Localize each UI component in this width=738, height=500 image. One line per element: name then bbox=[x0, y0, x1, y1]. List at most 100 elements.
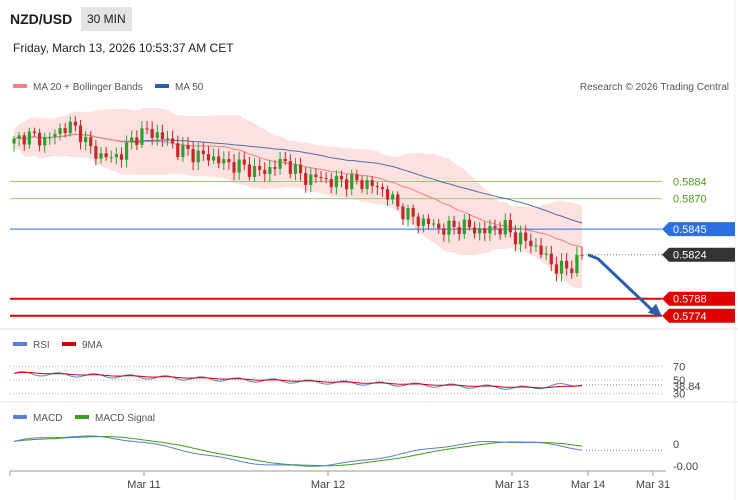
candle-body bbox=[437, 223, 441, 229]
candle-body bbox=[12, 138, 16, 144]
candle-body bbox=[109, 157, 113, 159]
candle-body bbox=[155, 132, 159, 138]
macd-tick-label: 0 bbox=[673, 439, 679, 451]
level-label-support: 0.5788 bbox=[673, 294, 707, 306]
candle-body bbox=[119, 154, 124, 160]
rsi-last-value: 38.84 bbox=[673, 381, 701, 393]
level-label-resistance: 0.5884 bbox=[673, 176, 707, 188]
level-label-resistance: 0.5870 bbox=[673, 194, 707, 206]
candle-body bbox=[84, 136, 88, 143]
candle-body bbox=[565, 260, 569, 269]
candle-body bbox=[508, 219, 512, 233]
candle-body bbox=[53, 134, 57, 137]
candle-body bbox=[452, 220, 456, 227]
candle-body bbox=[524, 232, 528, 241]
bollinger-band-fill bbox=[14, 107, 582, 289]
candle-body bbox=[222, 159, 226, 164]
rsi-legend: RSI 9MA bbox=[13, 340, 103, 351]
macd-legend-label: MACD bbox=[33, 413, 62, 424]
candle-body bbox=[237, 159, 241, 173]
candle-body bbox=[411, 207, 415, 217]
candle-body bbox=[94, 146, 98, 159]
rsi-tick-label: 50 bbox=[673, 375, 685, 387]
candle-body bbox=[396, 194, 400, 207]
candle-body bbox=[206, 154, 211, 161]
candle-body bbox=[518, 232, 523, 245]
candle-body bbox=[503, 219, 507, 235]
rsi-ma-line bbox=[13, 371, 583, 389]
rsi-swatch bbox=[13, 342, 27, 346]
candle-body bbox=[68, 121, 72, 133]
candle-body bbox=[63, 128, 67, 133]
candle-body bbox=[549, 253, 553, 265]
level-tag-pivot bbox=[662, 222, 735, 237]
forecast-arrow-line bbox=[587, 253, 658, 315]
ma50-legend-label: MA 50 bbox=[175, 82, 204, 93]
candle-body bbox=[232, 162, 236, 173]
level-label-pivot: 0.5845 bbox=[673, 224, 707, 236]
price-levels bbox=[10, 180, 662, 317]
candle-body bbox=[73, 121, 78, 126]
candle-body bbox=[559, 260, 564, 274]
forecast-arrow bbox=[587, 253, 662, 317]
candle-body bbox=[355, 174, 359, 181]
candle-body bbox=[380, 187, 385, 190]
candle-body bbox=[467, 219, 472, 228]
candle-body bbox=[150, 128, 154, 138]
candle-body bbox=[416, 216, 420, 226]
candle-body bbox=[375, 186, 379, 188]
candle-body bbox=[130, 137, 134, 143]
x-tick-label: Mar 31 bbox=[636, 479, 670, 491]
macd-line bbox=[13, 435, 583, 467]
timeframe-badge[interactable]: 30 MIN bbox=[81, 7, 132, 31]
candle-body bbox=[186, 144, 190, 150]
moving-averages bbox=[13, 133, 583, 248]
candle-body bbox=[334, 175, 338, 188]
macd-last-value: -0.00 bbox=[673, 461, 698, 473]
candle-body bbox=[247, 164, 251, 177]
candle-body bbox=[201, 150, 205, 155]
candle-body bbox=[293, 164, 298, 174]
candle-body bbox=[258, 165, 262, 170]
candle-body bbox=[329, 178, 333, 188]
rsi-ma-legend-label: 9MA bbox=[82, 340, 103, 351]
candle-body bbox=[104, 153, 108, 158]
candle-body bbox=[268, 167, 272, 174]
candle-body bbox=[391, 194, 395, 200]
candle-body bbox=[242, 159, 246, 165]
candle-body bbox=[309, 174, 313, 185]
candle-body bbox=[32, 131, 37, 133]
candle-body bbox=[370, 180, 374, 187]
macd-panel: 0 -0.00 bbox=[13, 435, 698, 473]
candle-body bbox=[483, 228, 487, 234]
candle-body bbox=[176, 143, 180, 157]
x-tick-label: Mar 14 bbox=[571, 479, 605, 491]
candle-body bbox=[314, 174, 318, 178]
candle-body bbox=[488, 226, 492, 234]
candle-body bbox=[513, 232, 518, 245]
macd-swatch bbox=[13, 415, 27, 419]
candle-body bbox=[283, 158, 287, 162]
candle-body bbox=[432, 223, 436, 225]
candle-body bbox=[554, 264, 559, 274]
rsi-ma-swatch bbox=[62, 342, 76, 346]
level-tag-support bbox=[662, 291, 735, 306]
candle-body bbox=[252, 165, 257, 177]
candle-body bbox=[22, 135, 26, 145]
candle-body bbox=[124, 142, 129, 160]
candle-body bbox=[575, 254, 579, 274]
candle-body bbox=[217, 156, 221, 164]
ma20-line bbox=[13, 133, 583, 248]
rsi-legend-label: RSI bbox=[33, 340, 50, 351]
rsi-line bbox=[13, 371, 583, 390]
candle-body bbox=[135, 137, 139, 146]
candle-body bbox=[263, 169, 267, 174]
candle-body bbox=[498, 228, 502, 235]
candle-body bbox=[211, 156, 216, 161]
candle-body bbox=[43, 136, 47, 146]
candle-body bbox=[534, 245, 538, 247]
candle-body bbox=[171, 138, 175, 144]
candle-body bbox=[27, 131, 31, 145]
candle-body bbox=[48, 136, 52, 138]
level-tag-last bbox=[662, 247, 735, 262]
